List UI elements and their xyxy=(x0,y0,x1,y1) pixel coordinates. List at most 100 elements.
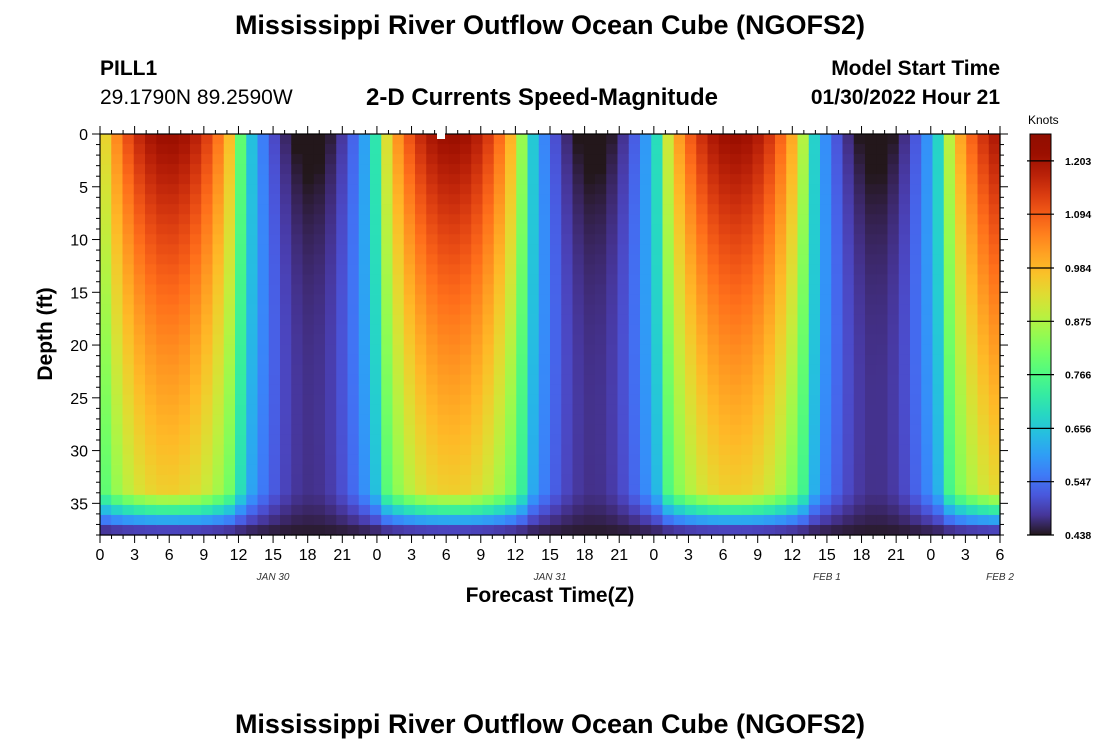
heatmap-cell xyxy=(133,194,146,205)
heatmap-cell xyxy=(707,224,720,235)
heatmap-cell xyxy=(505,184,517,195)
heatmap-cell xyxy=(471,384,484,396)
heatmap-cell xyxy=(707,424,720,436)
heatmap-cell xyxy=(471,264,484,275)
heatmap-cell xyxy=(516,244,529,255)
heatmap-cell xyxy=(741,274,754,285)
heatmap-cell xyxy=(516,514,529,526)
heatmap-cell xyxy=(122,364,135,376)
heatmap-cell xyxy=(493,264,506,275)
heatmap-cell xyxy=(910,304,922,316)
heatmap-cell xyxy=(415,484,427,496)
heatmap-cell xyxy=(752,274,765,285)
heatmap-cell xyxy=(246,504,259,516)
heatmap-cell xyxy=(527,154,540,165)
heatmap-cell xyxy=(786,374,799,386)
heatmap-cell xyxy=(212,224,225,235)
heatmap-cell xyxy=(876,224,889,235)
heatmap-cell xyxy=(977,264,990,275)
heatmap-cell xyxy=(381,414,394,426)
heatmap-cell xyxy=(853,224,866,235)
heatmap-cell xyxy=(921,224,934,235)
heatmap-cell xyxy=(336,144,349,155)
heatmap-cell xyxy=(426,294,439,306)
heatmap-cell xyxy=(550,264,562,275)
heatmap-cell xyxy=(651,294,664,306)
heatmap-cell xyxy=(797,504,810,516)
heatmap-cell xyxy=(910,504,922,516)
heatmap-cell xyxy=(887,344,900,356)
heatmap-cell xyxy=(707,154,720,165)
heatmap-cell xyxy=(707,194,720,205)
heatmap-cell xyxy=(831,154,844,165)
heatmap-cell xyxy=(763,314,776,326)
heatmap-cell xyxy=(876,274,889,285)
heatmap-cell xyxy=(291,334,304,346)
heatmap-cell xyxy=(358,524,371,536)
heatmap-cell xyxy=(505,454,517,466)
heatmap-cell xyxy=(741,514,754,526)
heatmap-cell xyxy=(730,394,742,406)
heatmap-cell xyxy=(741,294,754,306)
heatmap-cell xyxy=(302,214,315,225)
heatmap-cell xyxy=(966,374,979,386)
heatmap-cell xyxy=(167,264,180,275)
heatmap-cell xyxy=(392,204,405,215)
heatmap-cell xyxy=(988,144,1001,155)
heatmap-cell xyxy=(145,324,157,336)
heatmap-cell xyxy=(572,414,585,426)
heatmap-cell xyxy=(662,164,675,175)
heatmap-cell xyxy=(156,474,169,486)
heatmap-cell xyxy=(291,354,304,366)
heatmap-cell xyxy=(966,384,979,396)
heatmap-cell xyxy=(403,424,416,436)
heatmap-cell xyxy=(415,334,427,346)
heatmap-cell xyxy=(347,314,360,326)
heatmap-cell xyxy=(325,294,337,306)
heatmap-cell xyxy=(752,264,765,275)
heatmap-cell xyxy=(763,344,776,356)
heatmap-cell xyxy=(775,134,787,145)
heatmap-cell xyxy=(651,254,664,265)
heatmap-cell xyxy=(100,454,112,466)
heatmap-cell xyxy=(167,394,180,406)
heatmap-cell xyxy=(325,314,337,326)
heatmap-cell xyxy=(820,344,832,356)
heatmap-cell xyxy=(280,354,292,366)
heatmap-cell xyxy=(302,484,315,496)
heatmap-cell xyxy=(797,224,810,235)
heatmap-cell xyxy=(640,334,652,346)
heatmap-cell xyxy=(178,284,191,296)
heatmap-cell xyxy=(516,384,529,396)
heatmap-cell xyxy=(133,474,146,486)
heatmap-cell xyxy=(628,524,641,536)
heatmap-cell xyxy=(752,324,765,336)
heatmap-cell xyxy=(448,254,461,265)
heatmap-cell xyxy=(223,374,236,386)
heatmap-cell xyxy=(313,424,326,436)
heatmap-cell xyxy=(257,224,270,235)
heatmap-cell xyxy=(820,184,832,195)
heatmap-cell xyxy=(538,194,551,205)
heatmap-cell xyxy=(482,164,495,175)
heatmap-cell xyxy=(493,444,506,456)
heatmap-cell xyxy=(493,524,506,536)
heatmap-cell xyxy=(853,154,866,165)
heatmap-cell xyxy=(572,254,585,265)
heatmap-cell xyxy=(775,314,787,326)
heatmap-cell xyxy=(223,134,236,145)
heatmap-cell xyxy=(460,274,472,285)
heatmap-cell xyxy=(595,194,607,205)
heatmap-cell xyxy=(448,364,461,376)
heatmap-cell xyxy=(617,434,630,446)
heatmap-cell xyxy=(752,354,765,366)
heatmap-cell xyxy=(955,454,967,466)
heatmap-cell xyxy=(100,424,112,436)
heatmap-cell xyxy=(302,404,315,416)
heatmap-cell xyxy=(955,214,967,225)
heatmap-cell xyxy=(673,254,686,265)
heatmap-cell xyxy=(966,524,979,536)
heatmap-cell xyxy=(347,274,360,285)
heatmap-cell xyxy=(325,184,337,195)
heatmap-cell xyxy=(178,494,191,506)
